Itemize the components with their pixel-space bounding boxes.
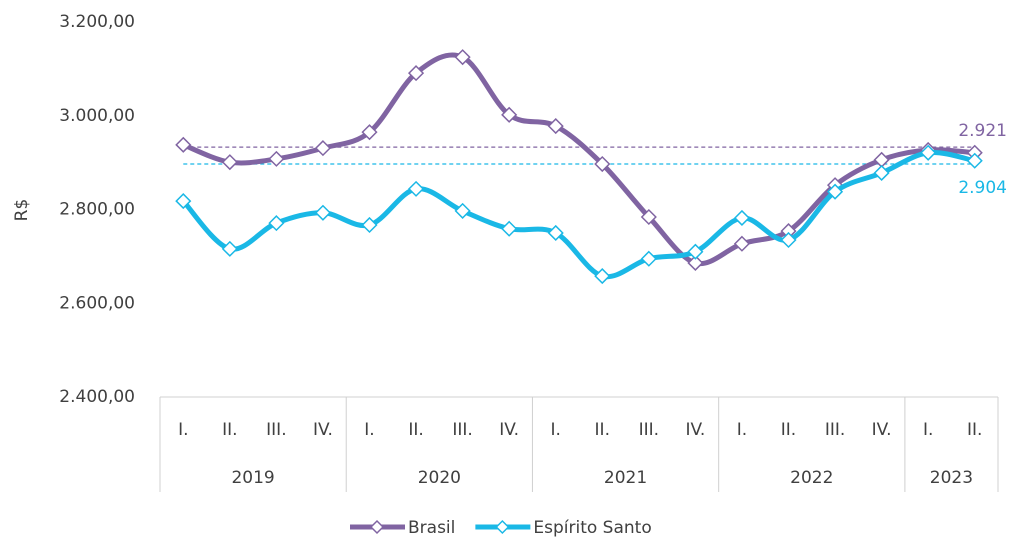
- marker: [407, 65, 425, 82]
- marker: [687, 254, 704, 271]
- x-group-label: 2023: [930, 468, 973, 488]
- marker: [501, 220, 518, 237]
- y-tick-label: 3.200,00: [59, 12, 135, 32]
- x-tick-label: IV.: [313, 420, 333, 440]
- marker: [268, 150, 285, 167]
- marker: [547, 118, 564, 135]
- x-tick-label: III.: [639, 420, 659, 440]
- legend-label: Espírito Santo: [533, 518, 651, 538]
- x-tick-label: III.: [452, 420, 472, 440]
- x-tick-label: III.: [266, 420, 286, 440]
- x-tick-label: IV.: [872, 420, 892, 440]
- marker: [920, 144, 937, 161]
- x-group-label: 2021: [604, 468, 647, 488]
- marker: [640, 208, 657, 226]
- x-tick-label: I.: [364, 420, 374, 440]
- y-tick-label: 3.000,00: [59, 106, 135, 126]
- marker: [547, 224, 564, 241]
- marker: [594, 268, 611, 285]
- marker: [314, 140, 332, 157]
- x-tick-label: III.: [825, 420, 845, 440]
- y-axis-title: R$: [12, 199, 32, 222]
- marker: [268, 215, 285, 232]
- x-group-label: 2020: [418, 468, 461, 488]
- marker: [175, 193, 192, 210]
- x-tick-label: II.: [595, 420, 610, 440]
- x-tick-label: II.: [222, 420, 237, 440]
- marker: [780, 231, 797, 249]
- x-tick-label: I.: [923, 420, 933, 440]
- marker: [873, 151, 890, 168]
- legend-marker: [369, 519, 385, 535]
- marker: [966, 152, 983, 169]
- legend-label: Brasil: [408, 518, 455, 538]
- y-tick-label: 2.600,00: [59, 293, 135, 313]
- x-tick-label: II.: [967, 420, 982, 440]
- marker: [640, 250, 657, 267]
- x-tick-label: IV.: [499, 420, 519, 440]
- marker: [361, 124, 378, 141]
- marker: [175, 136, 192, 153]
- x-group-label: 2022: [790, 468, 833, 488]
- data-label: 2.921: [958, 121, 1007, 141]
- y-tick-label: 2.400,00: [59, 387, 135, 407]
- x-tick-label: I.: [551, 420, 561, 440]
- marker: [221, 240, 238, 257]
- marker: [501, 106, 518, 123]
- data-label: 2.904: [958, 178, 1007, 198]
- marker: [687, 243, 704, 260]
- marker: [733, 235, 751, 252]
- legend-marker: [495, 519, 510, 535]
- x-tick-label: II.: [781, 420, 796, 440]
- marker: [407, 180, 425, 197]
- x-tick-label: I.: [178, 420, 188, 440]
- marker: [826, 183, 844, 200]
- x-group-label: 2019: [231, 468, 274, 488]
- marker: [733, 209, 751, 226]
- x-tick-label: IV.: [685, 420, 705, 440]
- x-tick-label: I.: [737, 420, 747, 440]
- marker: [454, 202, 471, 219]
- marker: [361, 216, 378, 234]
- marker: [594, 155, 611, 173]
- marker: [454, 49, 471, 66]
- series-line: [182, 52, 975, 267]
- marker: [873, 164, 890, 181]
- x-tick-label: II.: [408, 420, 423, 440]
- marker: [221, 154, 238, 171]
- y-tick-label: 2.800,00: [59, 200, 135, 220]
- marker: [314, 204, 332, 221]
